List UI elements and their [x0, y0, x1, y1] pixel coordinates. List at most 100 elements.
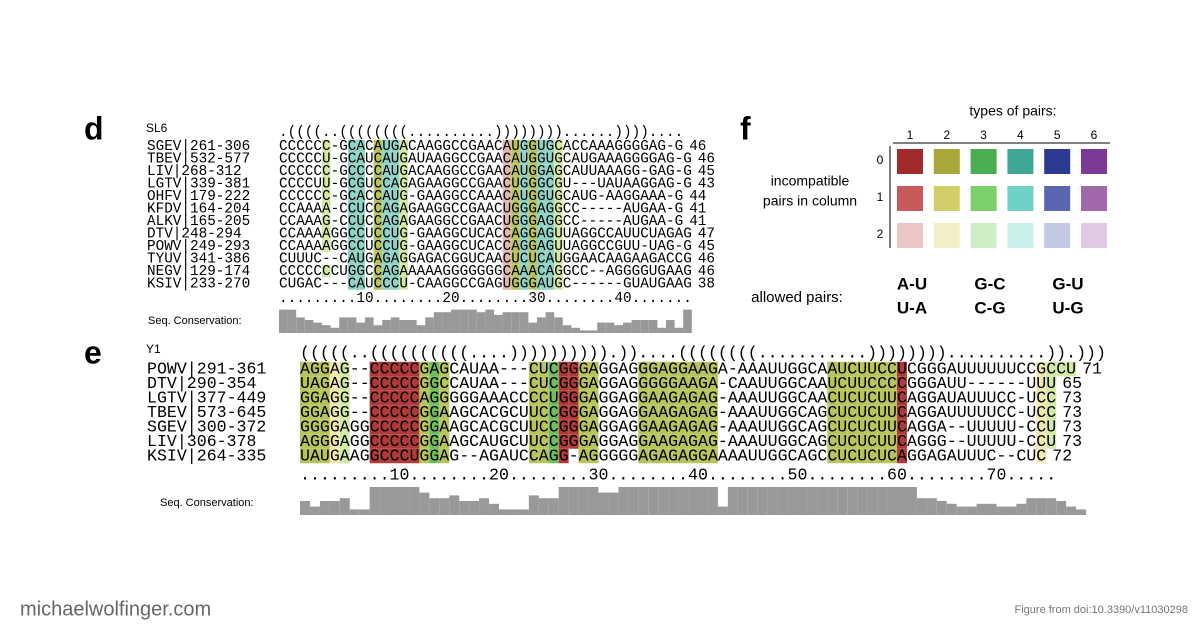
highlight: [668, 361, 679, 377]
highlight: [373, 214, 383, 228]
conservation-bar: [857, 487, 868, 515]
highlight: [1066, 361, 1077, 377]
highlight: [399, 448, 410, 464]
highlight: [369, 376, 380, 391]
seq-length: 45: [698, 239, 715, 255]
conservation-bar: [390, 317, 400, 333]
conservation-bar: [459, 501, 470, 515]
highlight: [389, 361, 400, 377]
conservation-bar: [877, 487, 888, 515]
highlight: [347, 214, 357, 228]
highlight: [707, 405, 718, 420]
conservation-bar: [562, 325, 572, 333]
conservation-bar: [356, 322, 365, 333]
conservation-bar: [558, 487, 569, 515]
highlight: [528, 139, 537, 153]
highlight: [382, 177, 391, 190]
conservation-bar: [628, 487, 639, 515]
highlight: [356, 177, 365, 190]
sequence: GGGGAGGCCCCCGGAAGCACGCUUCCGGGAGGAGGAAGAG…: [300, 417, 1056, 436]
highlight: [678, 361, 689, 377]
conservation-bar: [571, 327, 580, 333]
highlight: [502, 152, 512, 165]
highlight: [538, 390, 549, 406]
seq-name: KSIV|264-335: [147, 446, 266, 465]
highlight: [389, 419, 400, 435]
highlight: [322, 227, 331, 240]
highlight: [389, 390, 400, 406]
sequence: AGGGAGGCCCCCGGAAGCAUGCUUCCGGGAGGAGGAAGAG…: [300, 432, 1056, 451]
conservation-bar: [409, 487, 420, 515]
conservation-bar: [936, 501, 947, 515]
conservation-bar: [419, 492, 430, 515]
conservation-bar: [956, 506, 967, 515]
swatch: [970, 186, 997, 211]
highlight: [537, 214, 546, 228]
highlight: [528, 376, 539, 391]
highlight: [554, 239, 563, 253]
highlight: [537, 164, 546, 178]
highlight: [707, 390, 718, 406]
highlight: [511, 252, 520, 265]
sequence: CCCCCC-GCACCAUG-GAAGGCCAAACAUGGUGCAUG-AA…: [279, 189, 683, 205]
highlight: [528, 252, 537, 265]
highlight: [339, 434, 350, 449]
highlight: [419, 390, 430, 406]
highlight: [356, 227, 365, 240]
highlight: [519, 152, 529, 165]
highlight: [648, 390, 659, 406]
conservation-bar: [554, 317, 563, 333]
highlight: [698, 448, 708, 464]
highlight: [439, 448, 450, 464]
highlight: [548, 376, 559, 391]
highlight: [511, 139, 520, 153]
highlight: [519, 214, 529, 228]
highlight: [399, 277, 408, 290]
conservation-bar: [287, 309, 297, 333]
swatch: [970, 223, 997, 248]
highlight: [538, 361, 549, 377]
highlight: [837, 434, 848, 449]
highlight: [698, 376, 708, 391]
highlight: [356, 202, 365, 215]
highlight: [399, 239, 408, 253]
highlight: [369, 390, 380, 406]
highlight: [429, 434, 440, 449]
highlight: [528, 227, 537, 240]
highlight: [419, 405, 430, 420]
conservation-bar: [906, 487, 917, 515]
highlight: [554, 189, 563, 203]
conservation-bar: [916, 498, 927, 515]
highlight: [668, 405, 679, 420]
conservation-bar: [614, 325, 623, 333]
highlight: [558, 405, 569, 420]
highlight: [578, 448, 589, 464]
highlight: [648, 361, 659, 377]
highlight: [502, 239, 512, 253]
highlight: [319, 419, 330, 435]
highlight: [648, 434, 659, 449]
swatch: [933, 149, 960, 174]
highlight: [847, 361, 858, 377]
panel-title: types of pairs:: [969, 103, 1056, 119]
highlight: [519, 239, 529, 253]
highlight: [511, 277, 520, 290]
conservation-bar: [399, 487, 410, 515]
conservation-bar: [373, 325, 383, 333]
highlight: [356, 239, 365, 253]
highlight: [382, 227, 391, 240]
sequence: CCCCCCCUGGCCAGAAAAAGGGGGGGCAAACAGGCC--AG…: [279, 264, 692, 280]
highlight: [399, 177, 408, 190]
highlight: [390, 177, 400, 190]
swatch: [897, 223, 923, 248]
conservation-bar: [683, 309, 692, 333]
highlight: [554, 277, 563, 290]
highlight: [511, 202, 520, 215]
highlight: [409, 419, 420, 435]
highlight: [390, 239, 400, 253]
highlight: [300, 434, 310, 449]
conservation-bar: [468, 309, 477, 333]
highlight: [897, 434, 907, 449]
conservation-bar: [439, 498, 450, 515]
highlight: [1056, 361, 1067, 377]
